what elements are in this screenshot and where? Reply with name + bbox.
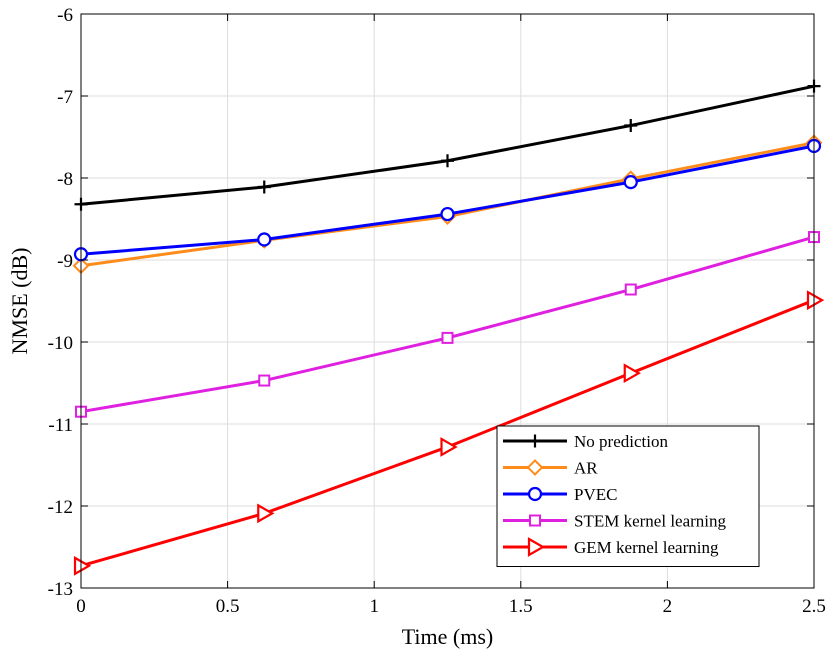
x-tick-label: 0.5 [216, 596, 240, 617]
axes-box [80, 13, 815, 589]
legend-label: STEM kernel learning [574, 512, 727, 531]
legend-marker [527, 537, 546, 557]
legend-item: GEM kernel learning [503, 537, 719, 557]
legend-item: No prediction [503, 432, 668, 451]
data-point [441, 154, 454, 168]
x-tick-label: 0 [76, 596, 86, 617]
y-tick-label: -12 [48, 497, 73, 518]
y-tick-label: -9 [57, 251, 73, 272]
legend-label: AR [574, 459, 598, 478]
legend-label: GEM kernel learning [574, 538, 719, 557]
series-no-prediction [74, 79, 821, 211]
legend-marker [527, 486, 543, 502]
legend-marker [526, 459, 544, 476]
y-tick-label: -7 [57, 87, 73, 108]
x-tick-label: 2.5 [802, 596, 826, 617]
data-point [258, 374, 271, 387]
data-point [624, 119, 638, 133]
data-point [440, 206, 455, 222]
y-axis-title: NMSE (dB) [7, 248, 32, 355]
data-point [624, 283, 637, 296]
legend-marker [528, 434, 542, 448]
data-point [257, 180, 271, 194]
ticks: 0 0.5 1 1.5 2 2.5 -13 -12 -11 -10 -9 -8 -7 -6 [48, 5, 826, 617]
legend: No prediction AR PVEC STEM kernel learning G… [496, 425, 760, 567]
data-point [440, 437, 458, 457]
legend-item: PVEC [503, 485, 617, 504]
x-axis-title: Time (ms) [402, 624, 493, 649]
data-point [257, 503, 275, 524]
x-tick-label: 2 [663, 596, 673, 617]
y-tick-label: -6 [57, 5, 73, 26]
series-line [80, 84, 815, 206]
x-tick-label: 1 [369, 596, 379, 617]
legend-label: PVEC [574, 485, 617, 504]
data-point [623, 175, 638, 190]
grid-lines [81, 14, 814, 588]
y-tick-label: -8 [57, 169, 73, 190]
y-tick-label: -11 [48, 415, 73, 436]
data-point [73, 555, 92, 576]
data-point [441, 331, 454, 344]
series-gem-kernel-learning [73, 290, 825, 576]
legend-label: No prediction [574, 432, 668, 451]
data-point [257, 232, 272, 247]
legend-item: STEM kernel learning [503, 512, 727, 531]
legend-item: AR [503, 459, 598, 478]
legend-marker [529, 514, 541, 527]
series-line [80, 235, 815, 414]
y-tick-label: -10 [48, 333, 73, 354]
y-tick-label: -13 [48, 579, 73, 600]
data-point [806, 290, 825, 311]
x-tick-label: 1.5 [509, 596, 533, 617]
data-point [623, 363, 641, 384]
